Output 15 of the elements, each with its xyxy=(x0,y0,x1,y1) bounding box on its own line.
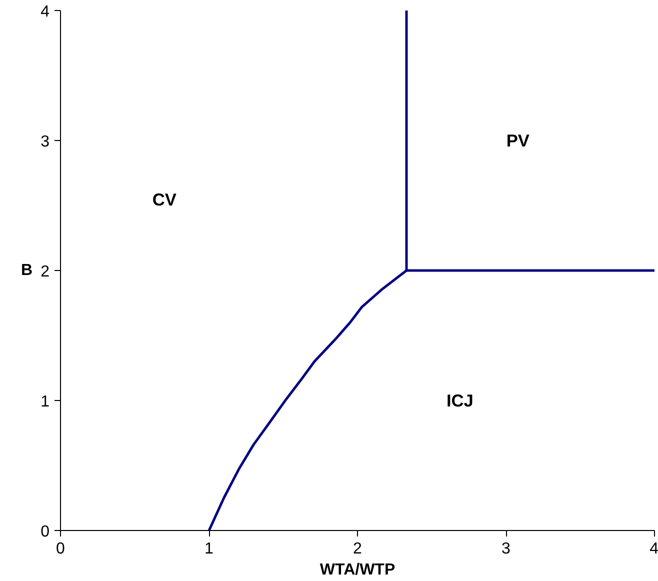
x-axis-title: WTA/WTP xyxy=(320,562,396,578)
y-tick-label: 4 xyxy=(40,4,50,20)
x-tick-label: 3 xyxy=(502,540,511,558)
y-axis-title: B xyxy=(21,262,33,279)
annotation: PV xyxy=(506,130,530,150)
y-tick-label: 0 xyxy=(40,524,50,540)
annotation: CV xyxy=(152,189,177,210)
annotation: ICJ xyxy=(446,390,474,410)
x-tick-label: 0 xyxy=(56,540,66,558)
x-tick-label: 4 xyxy=(650,540,658,558)
y-tick-label: 2 xyxy=(40,264,50,280)
y-tick-label: 1 xyxy=(40,394,50,410)
x-tick-label: 1 xyxy=(204,540,214,558)
y-tick-label: 3 xyxy=(40,134,50,150)
x-tick-label: 2 xyxy=(353,540,362,558)
